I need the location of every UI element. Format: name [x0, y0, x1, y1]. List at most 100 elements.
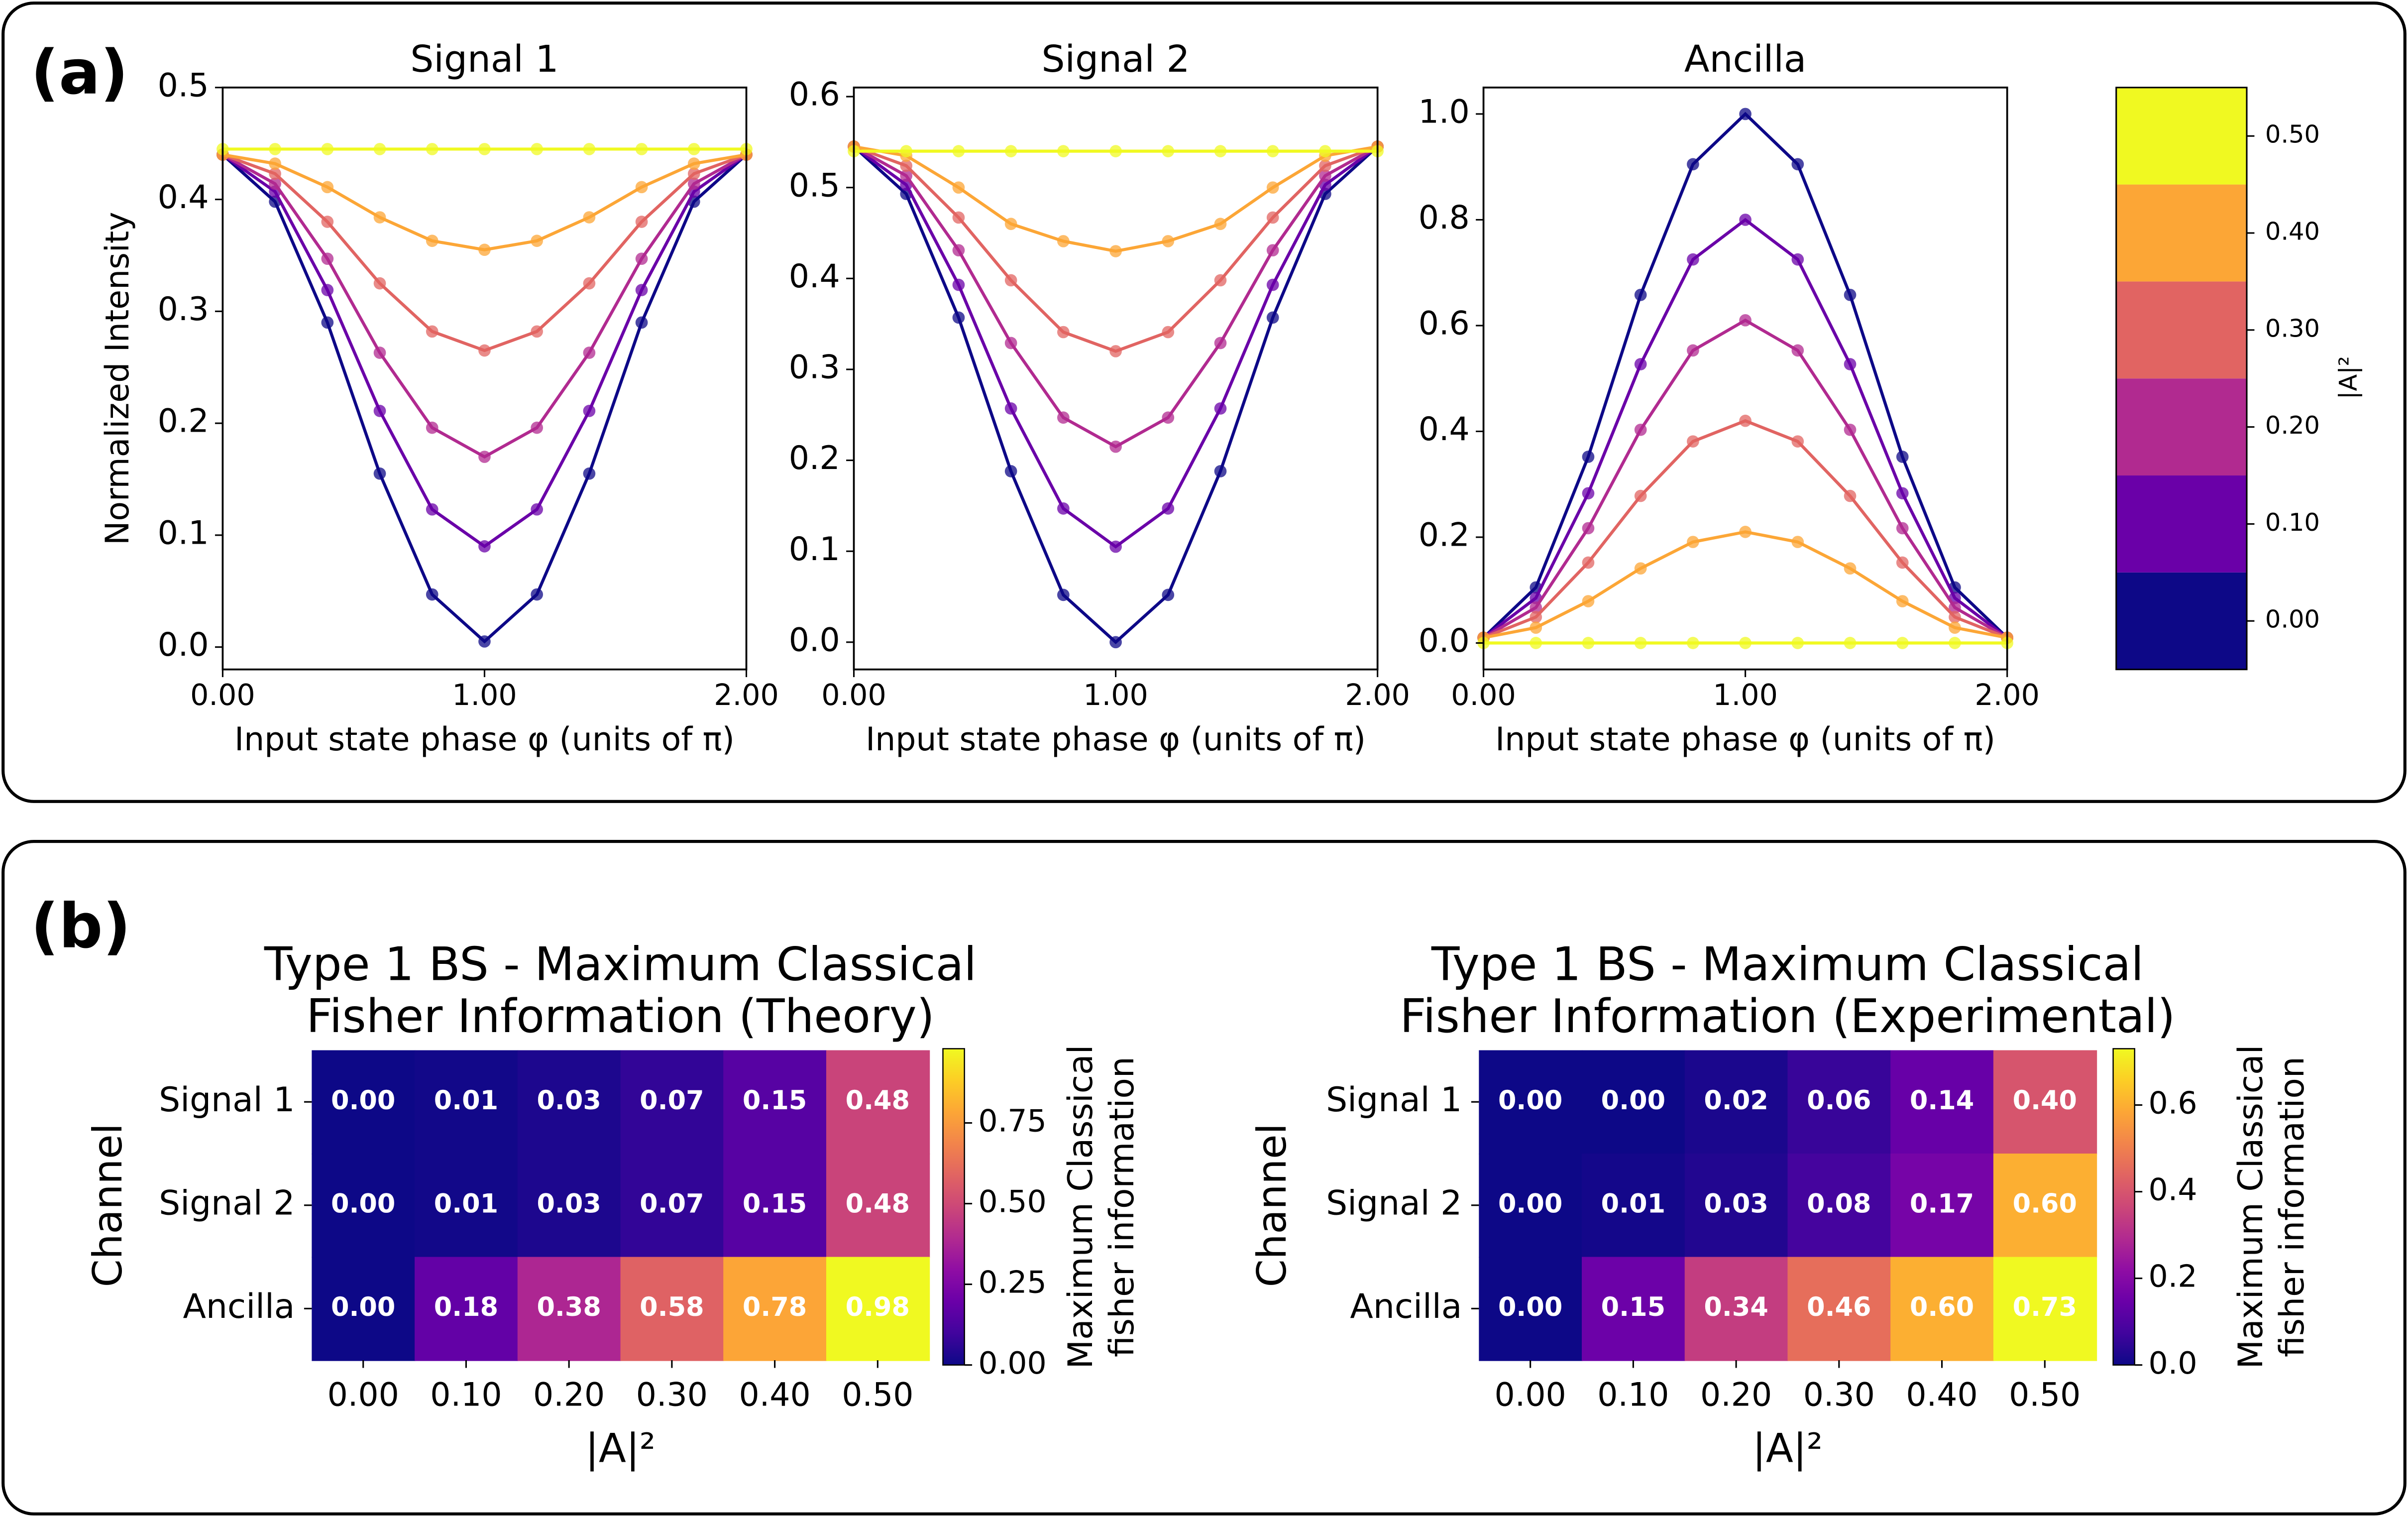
cell-value-label: 0.03	[537, 1085, 601, 1116]
y-tick-label: 0.4	[158, 179, 209, 216]
chart-title: Fisher Information (Experimental)	[1400, 989, 2175, 1043]
cell-value-label: 0.01	[434, 1188, 498, 1219]
data-point	[1896, 595, 1909, 607]
data-point	[583, 347, 596, 359]
data-point	[1214, 145, 1227, 157]
data-point	[426, 503, 438, 516]
data-point	[1791, 435, 1804, 448]
data-point	[1949, 601, 1961, 614]
x-tick-label: 0.50	[2009, 1377, 2080, 1414]
cell-value-label: 0.78	[743, 1292, 807, 1322]
data-point	[269, 167, 281, 180]
data-point	[687, 167, 700, 180]
y-tick-label: 0.6	[789, 76, 840, 114]
data-point	[1004, 465, 1017, 477]
colorbar-tick-label: 0.50	[978, 1184, 1046, 1220]
data-point	[1739, 637, 1751, 649]
colorbar-tick-label: 0.25	[978, 1265, 1046, 1300]
data-point	[1162, 235, 1175, 247]
data-point	[1004, 145, 1017, 157]
data-point	[1949, 611, 1961, 623]
data-point	[900, 145, 913, 157]
data-point	[1530, 611, 1542, 623]
x-axis-label: Input state phase φ (units of π)	[866, 721, 1366, 758]
colorbar-tick-label: 0.50	[2265, 120, 2320, 149]
data-point	[478, 243, 491, 256]
data-point	[1791, 637, 1804, 649]
data-point	[635, 252, 648, 265]
y-tick-label: 0.1	[789, 531, 840, 568]
heatmap-cell	[620, 1050, 724, 1155]
data-point	[1949, 621, 1961, 634]
chart-title: Signal 2	[1042, 38, 1190, 81]
y-tick-label: Signal 2	[1326, 1183, 1462, 1223]
data-point	[1214, 218, 1227, 231]
data-point	[1896, 522, 1909, 535]
y-tick-label: 0.8	[1419, 199, 1470, 236]
heatmap-cell	[620, 1154, 724, 1258]
cell-value-label: 0.00	[331, 1188, 395, 1219]
data-point	[952, 244, 965, 257]
data-point	[952, 211, 965, 224]
data-point	[952, 145, 965, 157]
fit-line	[853, 145, 1379, 644]
heatmap-cell	[1993, 1050, 2097, 1155]
data-point	[1896, 451, 1909, 463]
cell-value-label: 0.00	[1498, 1188, 1562, 1219]
data-point	[1687, 536, 1699, 548]
x-tick-label: 2.00	[1974, 678, 2039, 712]
chart-title: Signal 1	[410, 38, 558, 81]
data-point	[1739, 108, 1751, 120]
heatmap-cell	[620, 1257, 724, 1361]
x-axis-label: Input state phase φ (units of π)	[1495, 721, 1995, 758]
colorbar-tick-label: 0.20	[2265, 411, 2320, 440]
data-point	[373, 467, 386, 480]
data-point	[952, 311, 965, 324]
data-point	[269, 177, 281, 190]
heatmap-cell	[1582, 1154, 1686, 1258]
cell-value-label: 0.00	[1601, 1085, 1665, 1116]
data-point	[321, 316, 334, 329]
y-tick-label: Signal 1	[159, 1080, 295, 1120]
colorbar	[942, 1048, 965, 1366]
plot-frame	[853, 86, 1379, 671]
data-point	[1057, 326, 1070, 339]
data-point	[1634, 562, 1647, 575]
cell-value-label: 0.73	[2013, 1292, 2077, 1322]
data-point	[1791, 536, 1804, 548]
data-point	[1582, 595, 1595, 607]
data-point	[1109, 440, 1122, 453]
data-point	[531, 421, 544, 434]
data-point	[426, 143, 438, 155]
data-point	[1109, 345, 1122, 357]
x-tick-label: 0.00	[1495, 1377, 1566, 1414]
heatmap-cell	[312, 1050, 416, 1155]
x-tick-label: 0.20	[1700, 1377, 1772, 1414]
data-point	[1004, 337, 1017, 350]
data-point	[1004, 274, 1017, 287]
data-point	[1844, 489, 1857, 502]
data-point	[635, 316, 648, 329]
data-point	[1214, 465, 1227, 477]
data-point	[373, 143, 386, 155]
colorbar-tick-label: 0.00	[978, 1345, 1046, 1381]
heatmap-cell	[826, 1050, 930, 1155]
colorbar-tick-label: 0.0	[2149, 1345, 2197, 1381]
x-axis-label: |A|²	[1752, 1425, 1823, 1472]
heatmap-cell	[415, 1154, 519, 1258]
cell-value-label: 0.17	[1910, 1188, 1974, 1219]
data-point	[952, 278, 965, 291]
data-point	[373, 347, 386, 359]
data-point	[1634, 489, 1647, 502]
data-point	[1739, 214, 1751, 226]
x-tick-label: 2.00	[714, 678, 778, 712]
heatmap-cell	[1684, 1257, 1789, 1361]
data-point	[1844, 637, 1857, 649]
data-point	[426, 421, 438, 434]
data-point	[583, 277, 596, 290]
data-point	[1844, 562, 1857, 575]
cell-value-label: 0.15	[743, 1188, 807, 1219]
data-point	[1109, 145, 1122, 157]
cell-value-label: 0.03	[1704, 1188, 1768, 1219]
colorbar-tick-label: 0.4	[2149, 1172, 2197, 1208]
